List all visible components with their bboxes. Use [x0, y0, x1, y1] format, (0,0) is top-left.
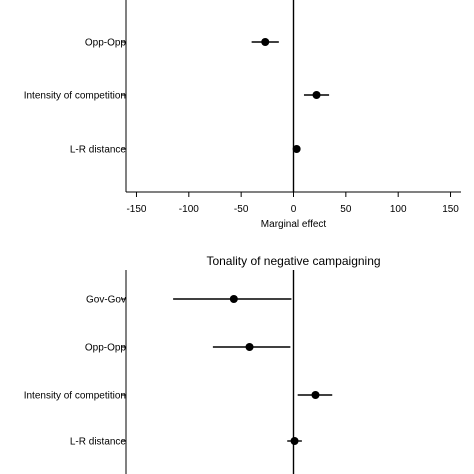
y-category-label: Opp-Opp	[85, 343, 127, 354]
y-category-label: Gov-Gov	[86, 295, 126, 306]
x-tick-label: 150	[442, 204, 459, 215]
x-tick-label: -100	[179, 204, 199, 215]
point-estimate	[229, 295, 238, 303]
point-estimate	[261, 38, 270, 46]
x-axis-label: Marginal effect	[261, 219, 327, 230]
y-category-label: L-R distance	[70, 145, 127, 156]
x-tick-label: -50	[234, 204, 249, 215]
x-tick-label: -150	[126, 204, 146, 215]
point-estimate	[292, 145, 301, 153]
x-tick-label: 50	[340, 204, 352, 215]
point-estimate	[290, 437, 299, 445]
y-category-label: Opp-Opp	[85, 38, 127, 49]
x-tick-label: 0	[291, 204, 297, 215]
y-category-label: Intensity of competition	[24, 391, 126, 402]
x-tick-label: 100	[390, 204, 407, 215]
y-category-label: Intensity of competition	[24, 91, 126, 102]
point-estimate	[311, 391, 320, 399]
point-estimate	[312, 91, 321, 99]
chart-title: Tonality of negative campaigning	[206, 254, 380, 268]
y-category-label: L-R distance	[70, 437, 127, 448]
point-estimate	[245, 343, 254, 351]
